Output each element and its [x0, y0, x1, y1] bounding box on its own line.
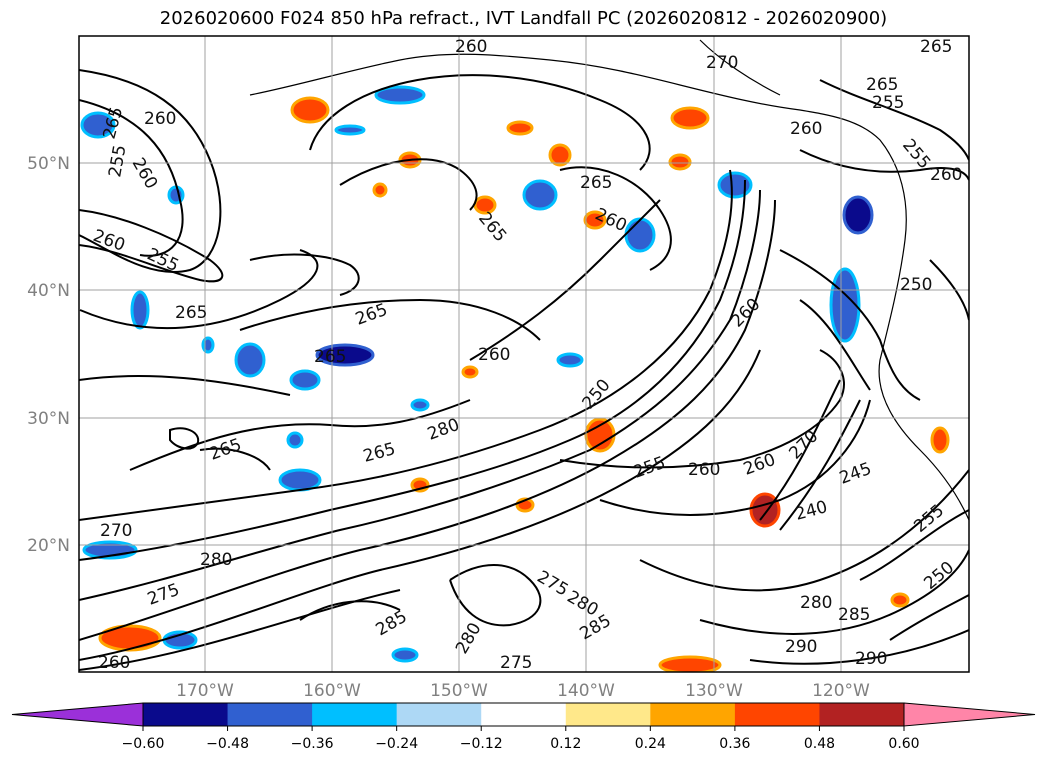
lat-label: 40°N	[27, 281, 70, 301]
colorbar-segment	[734, 703, 820, 726]
contour-label: 265	[866, 75, 898, 95]
colorbar: −0.60 −0.48 −0.36 −0.24 −0.12 0.12 0.24 0.36 0.4…	[11, 702, 1036, 752]
colorbar-tick-label: −0.48	[206, 736, 249, 752]
colorbar-segment	[143, 703, 229, 726]
lat-label: 20°N	[27, 536, 70, 556]
colorbar-segment	[650, 703, 736, 726]
contour-label: 250	[900, 275, 932, 295]
colorbar-tick-label: 0.24	[635, 736, 666, 752]
coastlines	[249, 39, 969, 521]
plot-frame	[78, 35, 970, 673]
colorbar-frame	[142, 702, 905, 727]
contour-label: 285	[838, 605, 870, 625]
contour-label: 260	[790, 119, 822, 139]
lon-label: 120°W	[812, 681, 870, 701]
contour-label: 265	[314, 347, 346, 367]
contour-label: 260	[455, 37, 487, 57]
colorbar-tick-label: 0.48	[804, 736, 835, 752]
shaded-anomalies	[80, 85, 950, 672]
contour-label: 255	[872, 93, 904, 113]
colorbar-segment	[565, 703, 651, 726]
gridlines	[79, 36, 969, 672]
contour-label: 260	[930, 165, 962, 185]
contour-label: 260	[144, 109, 176, 129]
colorbar-extend-min	[11, 702, 144, 727]
map-title: 2026020600 F024 850 hPa refract., IVT La…	[159, 8, 888, 29]
contour-label: 260	[98, 653, 130, 673]
plot-area	[79, 36, 969, 672]
colorbar-extend-max	[903, 702, 1036, 727]
colorbar-segment	[819, 703, 905, 726]
contour-label: 280	[200, 550, 232, 570]
lon-label: 130°W	[685, 681, 743, 701]
colorbar-tick-label: 0.12	[550, 736, 581, 752]
colorbar-tick-label: −0.24	[375, 736, 418, 752]
longitude-labels: 170°W 160°W 150°W 140°W 130°W 120°W	[176, 681, 870, 701]
lon-label: 160°W	[303, 681, 361, 701]
contour-label: 265	[175, 303, 207, 323]
lon-label: 150°W	[430, 681, 488, 701]
contour-label: 290	[785, 637, 817, 657]
contour-label: 270	[100, 521, 132, 541]
colorbar-segment	[481, 703, 567, 726]
colorbar-tick-label: −0.36	[291, 736, 334, 752]
contour-label: 280	[800, 593, 832, 613]
colorbar-tick-label: −0.60	[122, 736, 165, 752]
contour-label: 260	[478, 345, 510, 365]
colorbar-segment	[227, 703, 313, 726]
lat-label: 50°N	[27, 154, 70, 174]
contour-lines	[79, 69, 969, 671]
colorbar-tick-label: 0.36	[719, 736, 750, 752]
colorbar-segment	[396, 703, 482, 726]
contour-label: 265	[580, 173, 612, 193]
contour-label: 260	[688, 460, 720, 480]
lat-label: 30°N	[27, 409, 70, 429]
contour-label: 270	[706, 53, 738, 73]
colorbar-tick-label: −0.12	[460, 736, 503, 752]
colorbar-tick-label: 0.60	[888, 736, 919, 752]
latitude-labels: 50°N 40°N 30°N 20°N	[27, 154, 70, 556]
contour-label: 290	[855, 649, 887, 669]
lon-label: 140°W	[557, 681, 615, 701]
colorbar-segment	[312, 703, 398, 726]
contour-label: 275	[500, 653, 532, 673]
lon-label: 170°W	[176, 681, 234, 701]
contour-label: 265	[920, 37, 952, 57]
